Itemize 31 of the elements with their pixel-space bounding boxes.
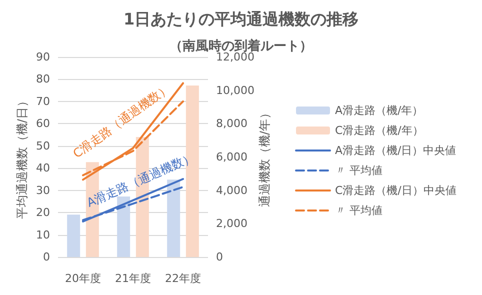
x-tick-label: 20年度 [65, 272, 101, 285]
y2-tick-label: 2,000 [216, 217, 248, 230]
y-tick-label: 10 [36, 228, 50, 242]
y-tick-label: 90 [36, 50, 50, 64]
legend-label: C滑走路（機/日）中央値 [335, 184, 456, 197]
legend-label: C滑走路（機/年） [335, 124, 424, 137]
y-tick-label: 60 [36, 117, 50, 130]
legend-label: 〃 平均値 [335, 164, 382, 177]
y-tick-label: 20 [36, 206, 50, 220]
y2-tick-label: 4,000 [216, 184, 248, 197]
y-axis-title: 平均通過機数（機/日） [15, 94, 29, 220]
y2-tick-label: 10,000 [216, 84, 254, 97]
annotation: C滑走路（通過機数） [70, 81, 173, 161]
legend-label: 〃 平均値 [335, 204, 382, 217]
bar [67, 214, 80, 257]
y2-tick-label: 8,000 [216, 117, 248, 130]
y-tick-label: 30 [36, 184, 50, 197]
y-tick-label: 0 [43, 250, 50, 264]
legend-label: A滑走路（機/年） [335, 104, 424, 117]
x-tick-label: 21年度 [115, 272, 151, 285]
y2-tick-label: 6,000 [216, 150, 248, 164]
x-tick-label: 22年度 [165, 272, 201, 285]
y-tick-label: 50 [36, 139, 50, 152]
y-tick-label: 70 [36, 94, 50, 108]
y-tick-label: 40 [36, 162, 50, 175]
legend-label: A滑走路（機/日）中央値 [335, 144, 456, 157]
y-tick-label: 80 [36, 72, 50, 86]
bar [167, 180, 180, 257]
y2-axis-title: 通過機数（機/年） [257, 106, 272, 208]
text: 1日あたりの平均通過機数の推移 [123, 10, 359, 28]
y2-tick-label: 0 [216, 250, 223, 264]
